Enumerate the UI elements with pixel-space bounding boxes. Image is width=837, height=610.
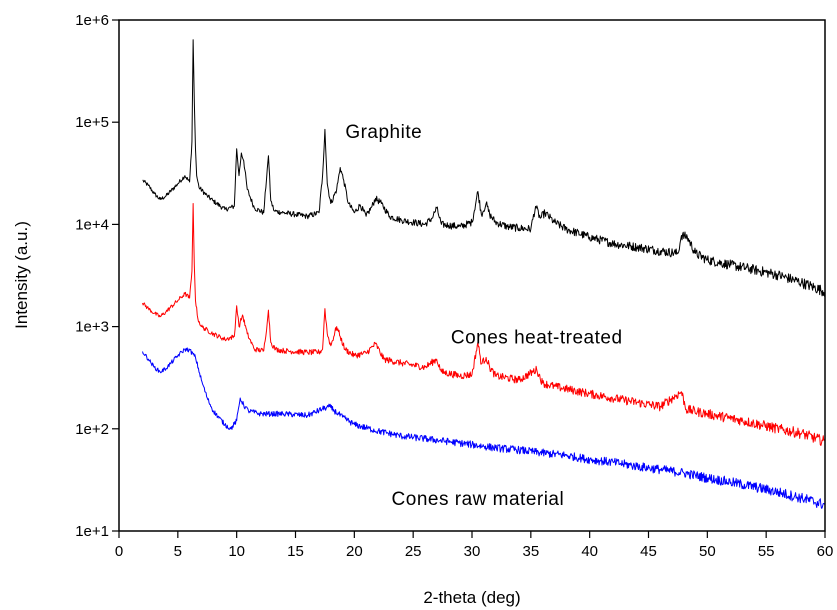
x-tick-label: 25 bbox=[405, 543, 422, 560]
y-tick-label: 1e+1 bbox=[75, 523, 109, 540]
y-axis-title: Intensity (a.u.) bbox=[12, 221, 31, 329]
x-tick-label: 45 bbox=[640, 543, 657, 560]
x-tick-label: 15 bbox=[287, 543, 304, 560]
x-axis-ticks: 0 5 10 15 20 25 30 35 40 45 50 55 60 bbox=[115, 531, 834, 560]
x-tick-label: 35 bbox=[522, 543, 539, 560]
x-tick-label: 5 bbox=[174, 543, 182, 560]
x-tick-label: 50 bbox=[699, 543, 716, 560]
y-tick-label: 1e+5 bbox=[75, 114, 109, 131]
x-tick-label: 20 bbox=[346, 543, 363, 560]
annotations: Graphite Cones heat-treated Cones raw mate… bbox=[345, 122, 622, 510]
series-line-1 bbox=[142, 203, 826, 447]
x-tick-label: 55 bbox=[758, 543, 775, 560]
y-tick-label: 1e+4 bbox=[75, 216, 109, 233]
x-tick-label: 30 bbox=[464, 543, 481, 560]
series-layer bbox=[142, 39, 826, 509]
series-line-0 bbox=[142, 39, 826, 297]
plot-frame bbox=[118, 19, 826, 532]
y-tick-label: 1e+2 bbox=[75, 421, 109, 438]
x-tick-label: 0 bbox=[115, 543, 123, 560]
x-tick-label: 10 bbox=[228, 543, 245, 560]
y-tick-label: 1e+6 bbox=[75, 12, 109, 29]
y-axis-ticks: 1e+1 1e+2 1e+3 1e+4 1e+5 1e+6 bbox=[75, 12, 119, 540]
annotation-label: Cones heat-treated bbox=[451, 328, 623, 349]
x-axis-title: 2-theta (deg) bbox=[423, 588, 520, 607]
annotation-label: Cones raw material bbox=[392, 489, 565, 510]
series-line-2 bbox=[142, 347, 826, 509]
y-tick-label: 1e+3 bbox=[75, 319, 109, 336]
x-tick-label: 40 bbox=[581, 543, 598, 560]
annotation-label: Graphite bbox=[345, 122, 422, 143]
x-tick-label: 60 bbox=[817, 543, 834, 560]
